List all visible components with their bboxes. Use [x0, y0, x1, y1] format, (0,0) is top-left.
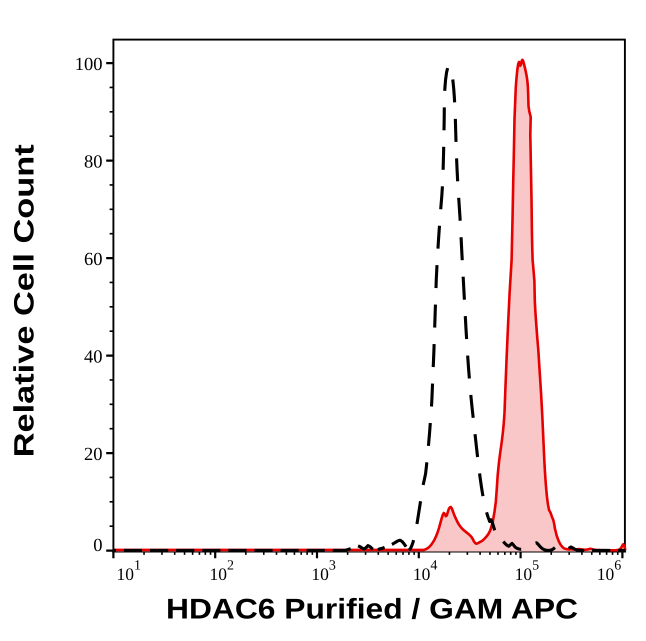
svg-text:40: 40	[84, 348, 103, 368]
svg-text:20: 20	[84, 445, 103, 465]
svg-text:HDAC6 Purified / GAM APC: HDAC6 Purified / GAM APC	[166, 594, 578, 626]
svg-text:0: 0	[93, 536, 102, 556]
svg-text:80: 80	[84, 153, 103, 173]
svg-text:100: 100	[75, 55, 103, 75]
svg-text:Relative Cell Count: Relative Cell Count	[8, 144, 39, 457]
svg-text:60: 60	[84, 250, 103, 270]
